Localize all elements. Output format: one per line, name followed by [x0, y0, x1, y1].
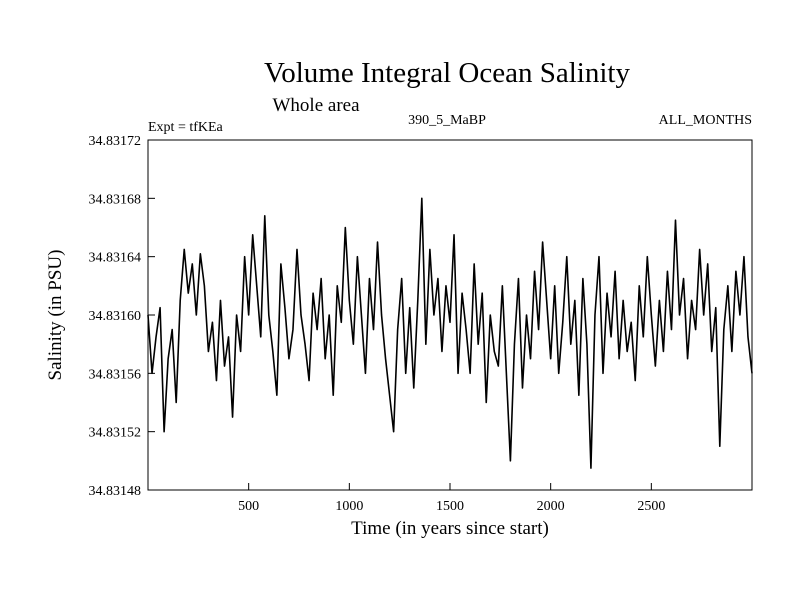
y-tick-label: 34.83148: [89, 484, 142, 499]
x-axis: 500 1000 1500 2000 2500: [238, 483, 665, 514]
y-axis: 34.83148 34.83152 34.83156 34.83160 34.83164…: [89, 134, 155, 499]
y-tick-label: 34.83152: [89, 426, 142, 441]
y-tick-label: 34.83164: [89, 251, 142, 266]
salinity-series-line: [147, 197, 753, 469]
chart-subtitle: Whole area: [272, 95, 360, 116]
y-tick-label: 34.83172: [89, 134, 142, 149]
chart-title: Volume Integral Ocean Salinity: [264, 57, 630, 89]
x-axis-label: Time (in years since start): [351, 518, 549, 539]
y-tick-label: 34.83168: [89, 192, 142, 207]
x-tick-label: 500: [238, 499, 259, 514]
months-label: ALL_MONTHS: [659, 113, 752, 128]
x-tick-label: 2000: [537, 499, 565, 514]
y-axis-label: Salinity (in PSU): [45, 250, 66, 381]
period-label: 390_5_MaBP: [408, 113, 486, 128]
plot-layer: [147, 197, 753, 469]
experiment-label: Expt = tfKEa: [148, 120, 224, 135]
x-tick-label: 1000: [335, 499, 363, 514]
y-tick-label: 34.83156: [89, 367, 142, 382]
y-tick-label: 34.83160: [89, 309, 142, 324]
x-tick-label: 2500: [637, 499, 665, 514]
x-tick-label: 1500: [436, 499, 464, 514]
